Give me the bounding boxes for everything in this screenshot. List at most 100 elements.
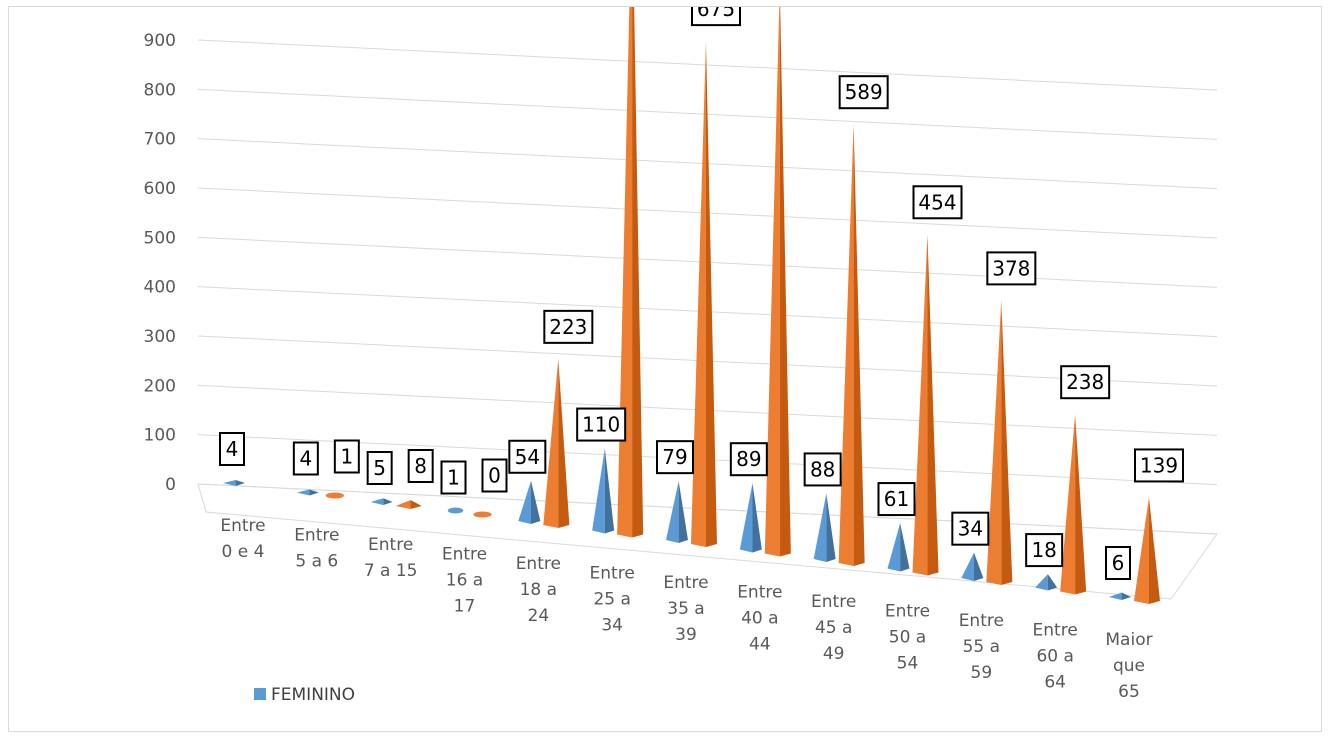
- cone-shade: [1148, 497, 1160, 604]
- cone: [473, 511, 492, 518]
- feminino-label: 5: [366, 451, 393, 485]
- data-label-box: [1025, 533, 1064, 568]
- cone-shade: [309, 489, 319, 496]
- cone: [691, 41, 706, 547]
- x-category-line: Entre: [442, 545, 487, 565]
- y-tick-label: 500: [144, 228, 176, 248]
- data-label: 0: [488, 464, 501, 488]
- data-label: 1: [447, 466, 460, 490]
- data-label: 34: [958, 517, 983, 541]
- data-label-box: [1134, 448, 1184, 483]
- cone: [666, 481, 679, 543]
- data-label: 454: [918, 190, 956, 214]
- cone: [1060, 414, 1076, 595]
- cone-shade: [632, 7, 644, 538]
- cone-shade: [779, 7, 791, 557]
- feminino-label: 34: [951, 511, 990, 546]
- data-label-box: [838, 75, 889, 110]
- data-label-box: [1060, 365, 1111, 400]
- x-category-line: 17: [454, 597, 476, 617]
- x-category-line: 55 a: [963, 637, 1000, 657]
- cone: [617, 7, 633, 538]
- data-label: 1: [340, 445, 353, 469]
- feminino-label: 6: [1105, 546, 1131, 580]
- cone: [912, 234, 928, 576]
- x-category-line: Entre: [590, 564, 635, 584]
- cone: [395, 500, 411, 509]
- feminino-label: 79: [656, 440, 694, 475]
- data-label: 18: [1031, 538, 1056, 562]
- data-label-box: [656, 440, 694, 475]
- cone-shade: [752, 483, 762, 553]
- cone: [543, 358, 559, 528]
- cone-shade: [1121, 592, 1131, 600]
- cone: [592, 448, 605, 534]
- data-label-box: [407, 449, 434, 483]
- cone: [370, 498, 384, 505]
- series2-label: 589: [838, 75, 889, 110]
- data-label: 589: [845, 80, 883, 104]
- data-label: 4: [226, 437, 239, 461]
- cone-shade: [604, 448, 615, 534]
- x-category-line: Entre: [737, 583, 782, 603]
- cone: [325, 492, 344, 499]
- data-label-box: [440, 460, 467, 495]
- data-label: 54: [515, 445, 540, 469]
- cone: [1134, 497, 1149, 604]
- cone: [447, 507, 464, 514]
- data-label: 89: [736, 447, 761, 471]
- y-axis: 0 100 200 300 400 500 600 700 800 900: [144, 31, 176, 495]
- cone-shade: [235, 480, 245, 486]
- x-category-label: Entre 5 a 6: [294, 526, 339, 572]
- feminino-label: 4: [219, 432, 245, 466]
- x-category-line: 39: [675, 625, 697, 645]
- x-category-line: 45 a: [815, 618, 852, 638]
- y-tick-label: 600: [144, 179, 176, 199]
- series2-label: 1: [333, 439, 360, 474]
- x-category-line: 18 a: [520, 580, 557, 600]
- series2-label: 8: [407, 449, 434, 483]
- series2-label: 139: [1134, 448, 1184, 483]
- x-category-line: 24: [528, 606, 550, 626]
- data-label: 378: [992, 256, 1030, 280]
- data-label: 79: [662, 445, 687, 469]
- data-label: 8: [414, 454, 427, 478]
- series2-label: 675: [691, 7, 741, 27]
- series2-label: 454: [912, 185, 963, 220]
- x-category-line: 40 a: [741, 609, 778, 629]
- data-label-box: [1105, 546, 1131, 580]
- data-labels: 4415810542231108707967589762885896145434…: [219, 7, 1184, 580]
- x-category-line: 50 a: [889, 628, 926, 648]
- cone: [1035, 574, 1048, 591]
- cone-shade: [1047, 574, 1058, 591]
- gridline: [197, 39, 1218, 91]
- x-category-line: 44: [749, 635, 771, 655]
- x-category-label: Entre 50 a 54: [885, 602, 930, 674]
- x-category-label: Entre 35 a 39: [663, 573, 708, 645]
- data-label: 223: [549, 315, 587, 339]
- data-label-box: [481, 458, 508, 493]
- cone: [961, 552, 974, 581]
- y-tick-label: 800: [144, 80, 176, 100]
- x-category-line: 59: [971, 663, 993, 683]
- cone: [739, 483, 753, 553]
- chart-floor: [197, 483, 1218, 600]
- cone: [518, 480, 531, 524]
- y-tick-label: 400: [144, 278, 176, 298]
- cone-shade: [1075, 414, 1087, 595]
- feminino-label: 1: [440, 460, 467, 495]
- feminino-label: 4: [292, 441, 319, 476]
- x-category-line: Entre: [663, 573, 708, 593]
- cone-shade: [383, 498, 393, 505]
- data-label-box: [333, 439, 360, 474]
- legend-label-feminino: FEMININO: [271, 685, 355, 705]
- x-category-line: 64: [1044, 673, 1066, 693]
- x-category-line: 34: [601, 616, 623, 636]
- x-category-line: 65: [1118, 682, 1140, 702]
- x-axis: Entre 0 e 4 Entre 5 a 6 Entre 7 a 15 Entre 16 a…: [220, 516, 1152, 702]
- x-category-label: Entre 25 a 34: [590, 564, 635, 636]
- data-label: 5: [373, 456, 386, 480]
- feminino-label: 89: [729, 442, 768, 477]
- series2-label: 223: [543, 309, 594, 344]
